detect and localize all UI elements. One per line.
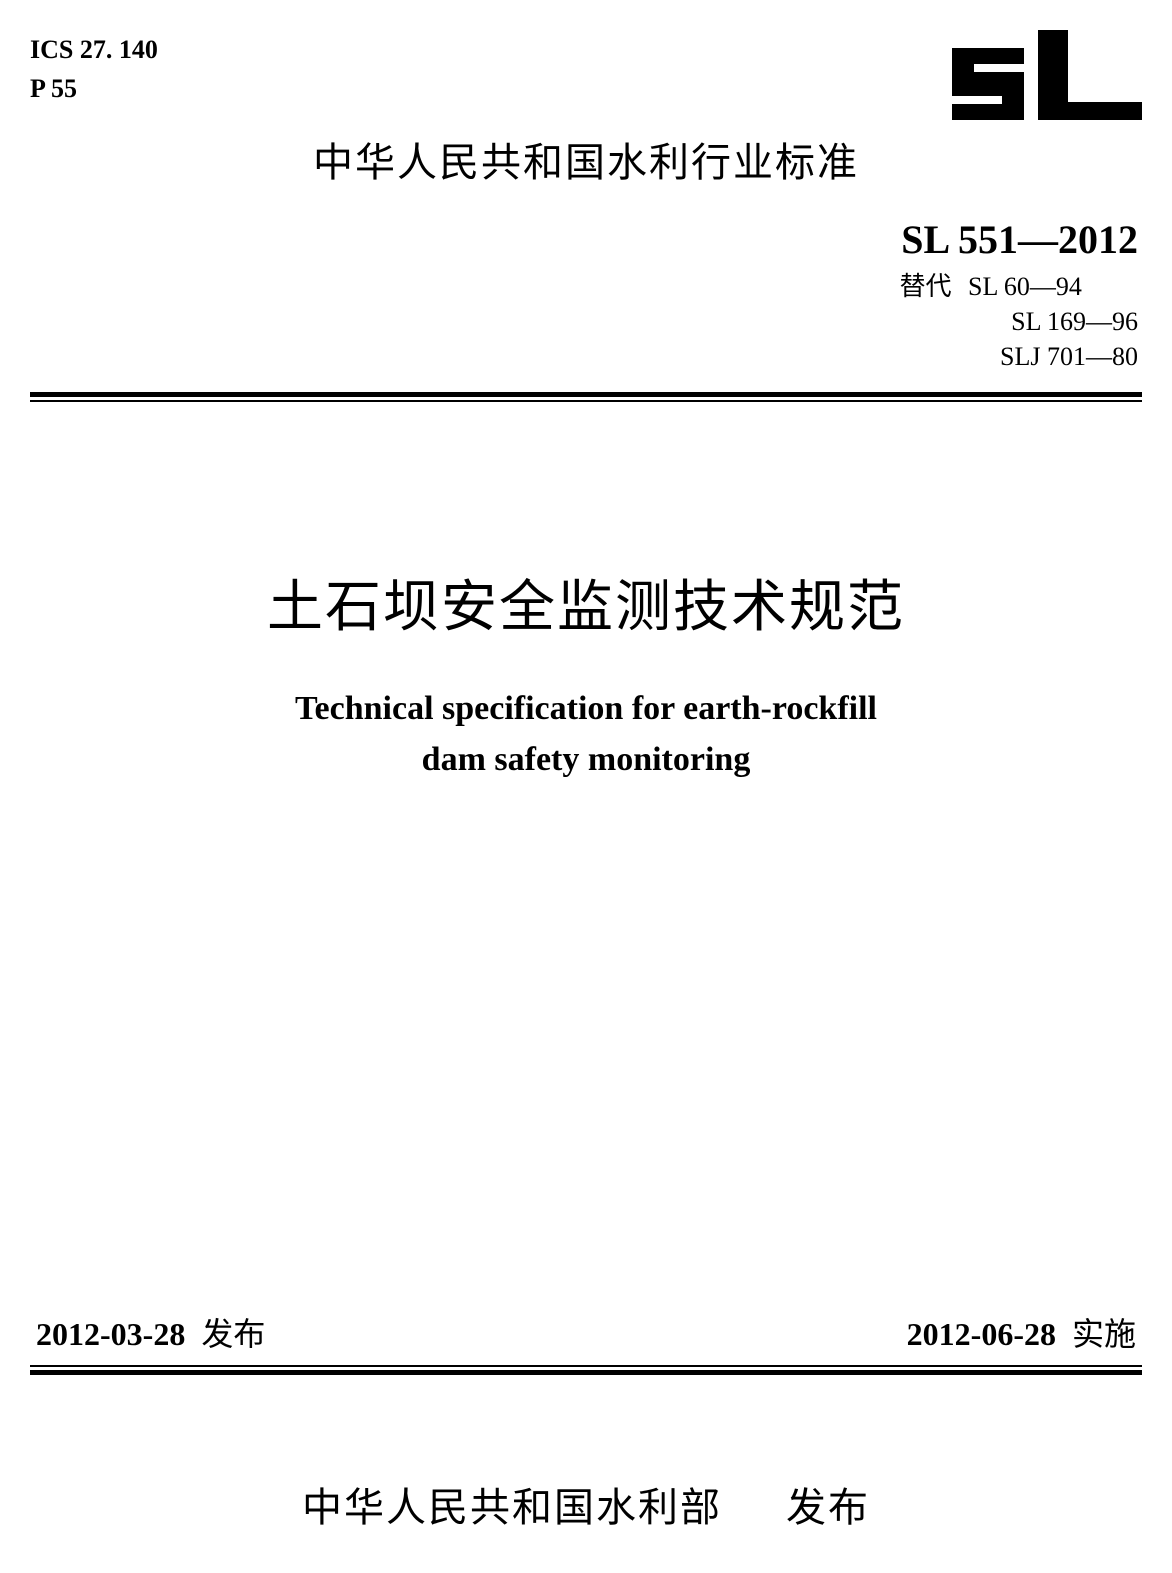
effective-date-block: 2012-06-28 实施: [907, 1309, 1136, 1355]
effective-label: 实施: [1072, 1316, 1136, 1352]
publisher-line: 中华人民共和国水利部 发布: [30, 1475, 1142, 1533]
dates-row: 2012-03-28 发布 2012-06-28 实施: [30, 1309, 1142, 1365]
replaced-standard-1: SL 60—94: [968, 269, 1138, 304]
replaced-standard-2: SL 169—96: [30, 304, 1138, 339]
ics-classification: ICS 27. 140 P 55: [30, 30, 158, 108]
title-english-line2: dam safety monitoring: [30, 734, 1142, 785]
title-english-line1: Technical specification for earth-rockfi…: [30, 683, 1142, 734]
standard-number: SL 551—2012: [30, 216, 1138, 263]
issue-date: 2012-03-28: [36, 1316, 185, 1352]
issue-label: 发布: [201, 1316, 265, 1352]
top-thick-rule: [30, 392, 1142, 397]
replaces-row: 替代 SL 60—94: [30, 269, 1138, 304]
standard-id-block: SL 551—2012 替代 SL 60—94 SL 169—96 SLJ 70…: [30, 216, 1142, 374]
publisher-org: 中华人民共和国水利部: [302, 1485, 722, 1530]
issue-date-block: 2012-03-28 发布: [36, 1309, 265, 1355]
title-chinese: 土石坝安全监测技术规范: [30, 562, 1142, 643]
ics-code: ICS 27. 140: [30, 30, 158, 69]
sl-logo-icon: [942, 30, 1142, 120]
replaces-label: 替代: [899, 272, 951, 301]
bottom-thin-rule: [30, 1365, 1142, 1367]
ccs-code: P 55: [30, 69, 158, 108]
bottom-thick-rule: [30, 1370, 1142, 1375]
title-english: Technical specification for earth-rockfi…: [30, 683, 1142, 785]
publisher-action: 发布: [786, 1485, 870, 1530]
organization-title: 中华人民共和国水利行业标准: [30, 130, 1142, 188]
replaced-standard-3: SLJ 701—80: [30, 339, 1138, 374]
top-thin-rule: [30, 400, 1142, 402]
sl-logo: [942, 30, 1142, 120]
effective-date: 2012-06-28: [907, 1316, 1056, 1352]
